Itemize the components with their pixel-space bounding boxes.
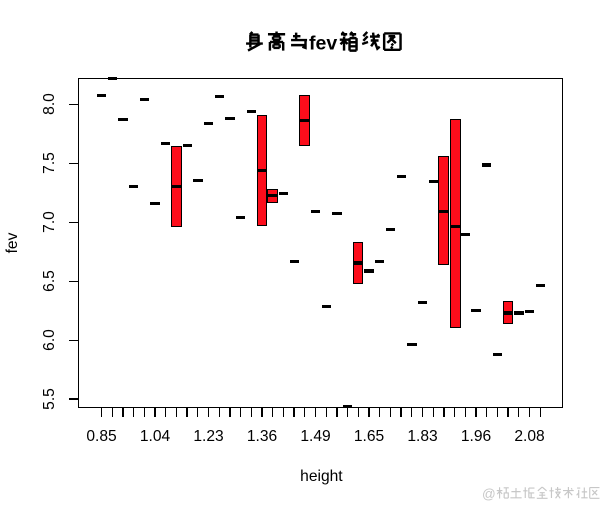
svg-text:fev: fev bbox=[309, 33, 337, 55]
svg-text:@: @ bbox=[482, 487, 496, 502]
